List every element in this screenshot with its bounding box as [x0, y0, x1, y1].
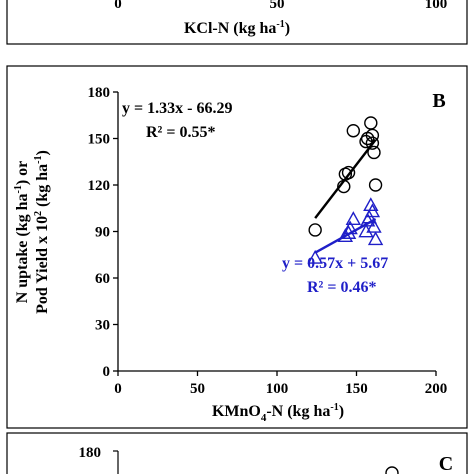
data-point-triangle [367, 231, 384, 246]
equation-label-circles: y = 1.33x - 66.29 [122, 100, 232, 117]
data-point-triangle [307, 249, 323, 264]
top-xtick-label: 100 [425, 0, 448, 12]
panel-c-ytick-label: 180 [79, 445, 102, 461]
y-tick-label: 0 [103, 364, 111, 380]
x-tick-label: 200 [425, 381, 448, 397]
r2-label-circles: R² = 0.55* [146, 124, 215, 141]
data-point-triangle [345, 211, 362, 226]
data-point-triangle [337, 228, 354, 243]
fit-lines [314, 139, 377, 254]
panel-label: B [432, 90, 445, 112]
y-axis-label: N uptake (kg ha-1) or Pod Yield x 102 (k… [13, 150, 51, 314]
data-point-triangle [340, 225, 357, 239]
top-xtick-label: 0 [114, 0, 122, 12]
top-panel-frame [6, 0, 468, 45]
data-point-circle [365, 136, 380, 150]
data-point-triangle [342, 220, 358, 235]
data-point-circle [364, 116, 378, 130]
panel-c-label: C [439, 453, 453, 474]
y-tick-label: 150 [88, 132, 111, 148]
y-tick-label: 90 [95, 225, 110, 241]
panel-b: B 0 30 60 90 120 150 180 0 50 100 150 200 N uptake … [6, 65, 468, 429]
panel-b-frame [6, 65, 468, 429]
data-point-triangle [366, 218, 382, 233]
data-point-circle [341, 165, 356, 180]
x-tick-label: 50 [190, 381, 205, 397]
data-point-circle [308, 223, 322, 237]
top-x-axis-label: KCl-N (kg ha-1) [184, 19, 290, 37]
equation-label-triangles: y = 0.57x + 5.67 [282, 255, 388, 272]
y-tick-label: 60 [95, 271, 110, 287]
x-tick-label: 100 [266, 381, 289, 397]
panel-c: 180 C [6, 432, 468, 474]
data-points [307, 116, 384, 264]
data-point-triangle [358, 223, 374, 238]
data-point-circle [346, 124, 361, 138]
y-axis-label-line1: N uptake (kg ha-1) or [13, 161, 31, 304]
x-axis-label: KMnO4-N (kg ha-1) [212, 402, 344, 424]
data-point-circle [368, 178, 383, 192]
data-point-circle [367, 145, 381, 160]
data-point-triangle [363, 197, 379, 212]
panel-c-data-point [385, 466, 399, 474]
data-point-triangle [364, 203, 381, 218]
chart-axes: 0 30 60 90 120 150 180 0 50 100 150 200 [88, 85, 448, 397]
y-axis-label-line2: Pod Yield x 102 (kg ha-1) [33, 150, 51, 314]
top-panel: 0 50 100 KCl-N (kg ha-1) [6, 0, 468, 45]
panel-c-frame [6, 432, 468, 474]
x-tick-label: 150 [345, 381, 368, 397]
y-tick-label: 30 [95, 318, 110, 334]
data-point-circle [365, 128, 380, 143]
fit-line-series-1 [314, 139, 377, 219]
y-tick-label: 120 [88, 178, 111, 194]
fit-line-series-2 [314, 218, 377, 254]
x-tick-label: 0 [114, 381, 122, 397]
r2-label-triangles: R² = 0.46* [307, 279, 376, 296]
top-xtick-label: 50 [270, 0, 285, 12]
y-tick-label: 180 [88, 85, 111, 101]
